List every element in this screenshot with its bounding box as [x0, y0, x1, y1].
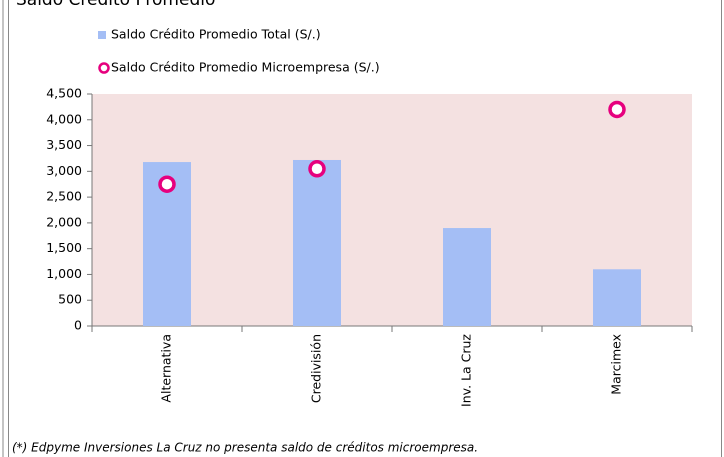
marker: [308, 160, 326, 178]
marker: [608, 100, 626, 119]
y-tick-label: 500: [58, 292, 82, 307]
x-tick-label: Credivisión: [309, 334, 324, 403]
footnote: (*) Edpyme Inversiones La Cruz no presen…: [12, 441, 478, 455]
y-tick-label: 0: [74, 318, 82, 333]
y-tick-label: 3,500: [46, 137, 82, 152]
x-tick-label: Marcimex: [609, 334, 624, 395]
chart-title: Saldo Crédito Promedio: [16, 0, 215, 10]
y-tick-label: 1,000: [46, 266, 82, 281]
y-tick-label: 2,500: [46, 189, 82, 204]
frame: [8, 0, 722, 457]
y-tick-label: 4,500: [46, 86, 82, 101]
marker: [158, 175, 176, 193]
legend-label: Saldo Crédito Promedio Microempresa (S/.…: [111, 60, 380, 75]
legend-swatch: [98, 62, 110, 74]
y-tick-label: 3,000: [46, 163, 82, 178]
y-tick-label: 2,000: [46, 214, 82, 229]
bar: [293, 159, 341, 326]
y-tick-label: 4,000: [46, 111, 82, 126]
x-tick-label: Alternativa: [159, 334, 174, 403]
legend-label: Saldo Crédito Promedio Total (S/.): [111, 27, 321, 42]
x-tick-label: Inv. La Cruz: [459, 334, 474, 407]
y-tick-label: 1,500: [46, 240, 82, 255]
plot-area: [92, 94, 692, 326]
legend-swatch: [98, 31, 106, 39]
bar: [443, 228, 491, 326]
bar: [593, 269, 641, 326]
